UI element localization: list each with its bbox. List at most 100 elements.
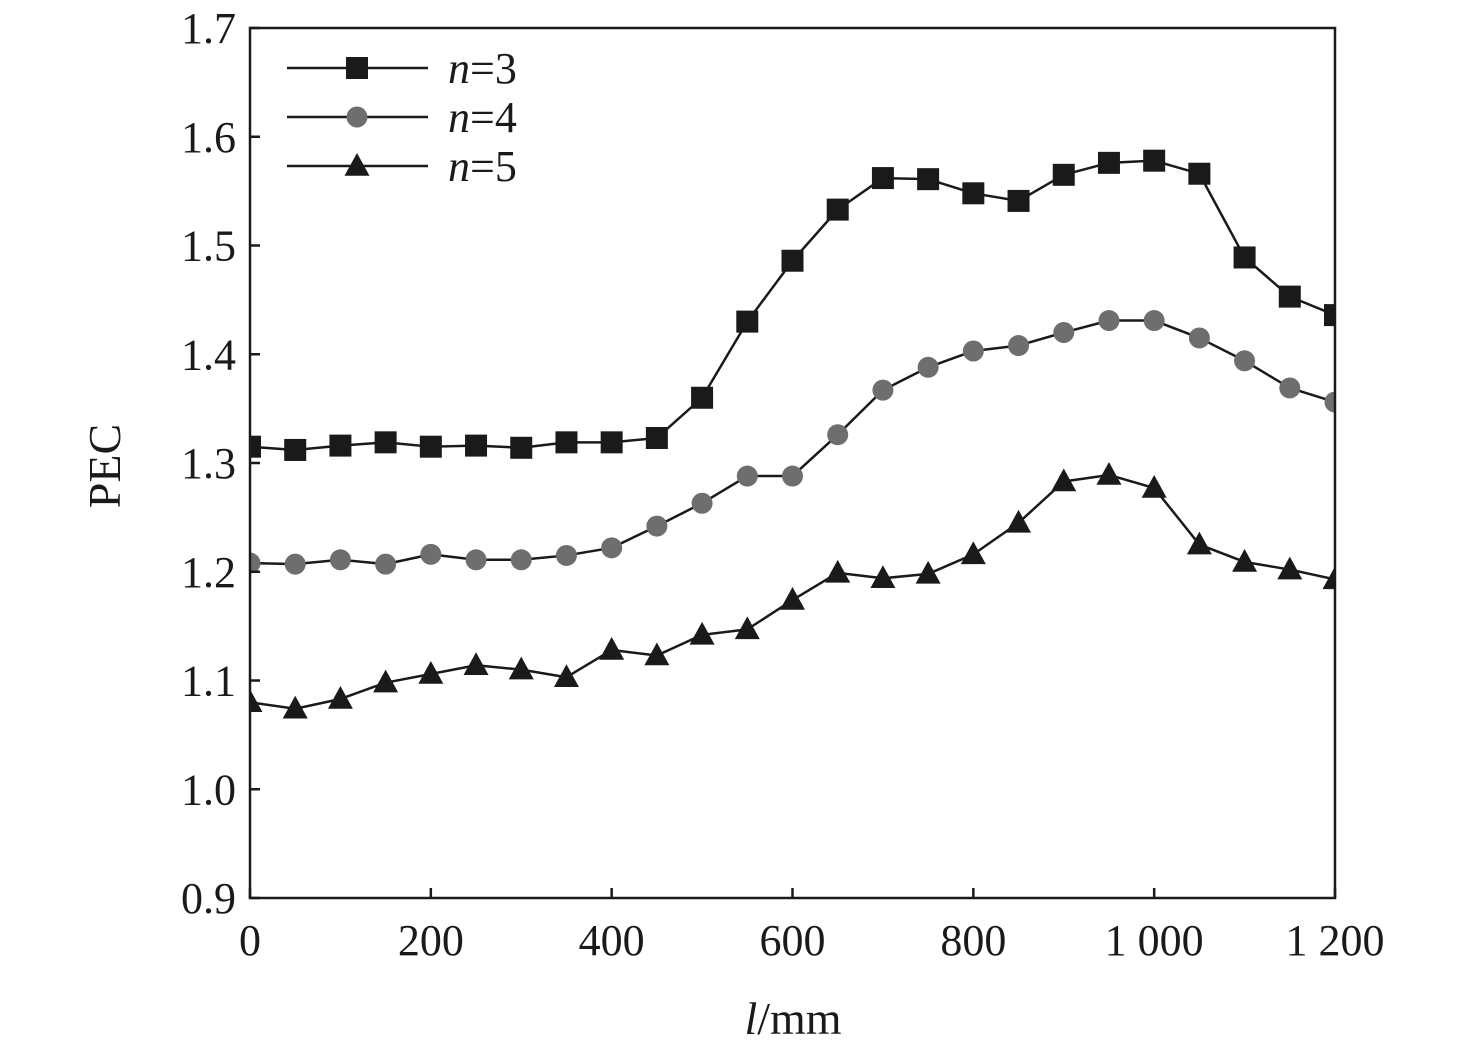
- legend-label: n=5: [448, 142, 517, 191]
- data-point: [736, 310, 759, 333]
- data-point: [1141, 475, 1167, 498]
- data-point: [599, 637, 625, 660]
- data-point: [282, 695, 308, 719]
- y-tick-label: 1.2: [181, 548, 236, 597]
- series-n3: [250, 149, 1335, 461]
- y-tick-label: 1.3: [181, 439, 236, 488]
- x-tick-label: 1 000: [1105, 916, 1204, 965]
- data-point: [600, 431, 623, 454]
- data-point: [645, 426, 668, 449]
- legend-label-variable: n: [448, 93, 470, 142]
- data-point: [555, 544, 577, 566]
- legend-label-value: =3: [470, 44, 517, 93]
- y-tick-label: 1.1: [181, 657, 236, 706]
- y-tick-label: 1.7: [181, 4, 236, 53]
- legend-label-value: =5: [470, 142, 517, 191]
- legend-label: n=4: [448, 93, 517, 142]
- data-point: [510, 436, 533, 459]
- data-point: [1279, 377, 1301, 399]
- y-tick-label: 1.0: [181, 765, 236, 814]
- data-point: [736, 465, 758, 487]
- data-point: [1233, 246, 1256, 269]
- data-point: [329, 434, 352, 457]
- data-point: [827, 424, 849, 446]
- data-point: [1097, 151, 1120, 174]
- data-point: [1053, 322, 1075, 343]
- data-point: [962, 182, 985, 205]
- plot-frame: [248, 26, 1337, 900]
- data-point: [1234, 350, 1256, 372]
- series-line: [250, 319, 1335, 566]
- data-point: [375, 553, 397, 575]
- data-point: [1322, 566, 1335, 590]
- x-tick-label: 0: [239, 916, 261, 965]
- data-point: [1052, 163, 1075, 186]
- data-point: [644, 642, 670, 666]
- legend-item: n=3: [287, 44, 517, 93]
- data-point: [374, 431, 397, 454]
- data-point: [917, 168, 940, 191]
- data-point: [962, 340, 984, 362]
- data-point: [915, 560, 941, 584]
- data-point: [463, 652, 489, 676]
- data-point: [420, 543, 442, 565]
- data-point: [691, 492, 713, 514]
- x-axis-title: l/mm: [744, 993, 841, 1044]
- legend-marker: [346, 57, 368, 79]
- data-point: [1096, 461, 1122, 485]
- data-point: [373, 669, 399, 693]
- data-point: [646, 515, 668, 537]
- data-point: [960, 541, 986, 565]
- legend-item: n=4: [287, 93, 517, 142]
- legend-marker: [346, 106, 368, 128]
- data-point: [1186, 531, 1212, 555]
- data-point: [1007, 189, 1030, 212]
- data-point: [1188, 327, 1210, 349]
- legend-label: n=3: [448, 44, 517, 93]
- legend-label-value: =4: [470, 93, 517, 142]
- data-point: [1277, 556, 1303, 580]
- data-point: [250, 689, 263, 712]
- data-point: [781, 249, 804, 272]
- legend-label-variable: n: [448, 142, 470, 191]
- data-point: [825, 559, 851, 583]
- series-n5: [250, 461, 1335, 719]
- data-point: [419, 435, 442, 458]
- data-point: [1008, 335, 1030, 357]
- legend-label-variable: n: [448, 44, 470, 93]
- data-point: [1143, 149, 1166, 172]
- series-line: [250, 159, 1335, 452]
- x-tick-label: 600: [760, 916, 826, 965]
- data-point: [1006, 509, 1032, 533]
- data-point: [329, 549, 351, 571]
- data-point: [917, 356, 939, 378]
- data-point: [1188, 162, 1211, 185]
- data-point: [1232, 548, 1258, 572]
- x-tick-label: 1 200: [1286, 916, 1385, 965]
- x-tick-label: 800: [940, 916, 1006, 965]
- data-point: [826, 198, 849, 221]
- data-point: [553, 664, 579, 687]
- data-point: [555, 431, 578, 454]
- data-point: [734, 616, 760, 640]
- x-axis-title-unit: /mm: [757, 993, 842, 1044]
- legend-item: n=5: [287, 142, 517, 191]
- data-point: [284, 438, 307, 461]
- data-point: [601, 537, 623, 559]
- x-tick-label: 400: [579, 916, 645, 965]
- data-point: [508, 656, 534, 680]
- data-point: [1278, 285, 1301, 308]
- data-point: [1143, 310, 1165, 332]
- legend-marker: [344, 153, 370, 176]
- legend: n=3n=4n=5: [287, 44, 517, 191]
- y-tick-label: 1.4: [181, 330, 236, 379]
- data-point: [1324, 391, 1335, 413]
- x-axis-title-variable: l: [744, 993, 757, 1044]
- data-point: [284, 553, 306, 575]
- data-point: [1051, 468, 1077, 492]
- data-point: [870, 565, 896, 589]
- x-tick-label: 200: [398, 916, 464, 965]
- y-tick-label: 1.6: [181, 113, 236, 162]
- data-point: [465, 549, 487, 571]
